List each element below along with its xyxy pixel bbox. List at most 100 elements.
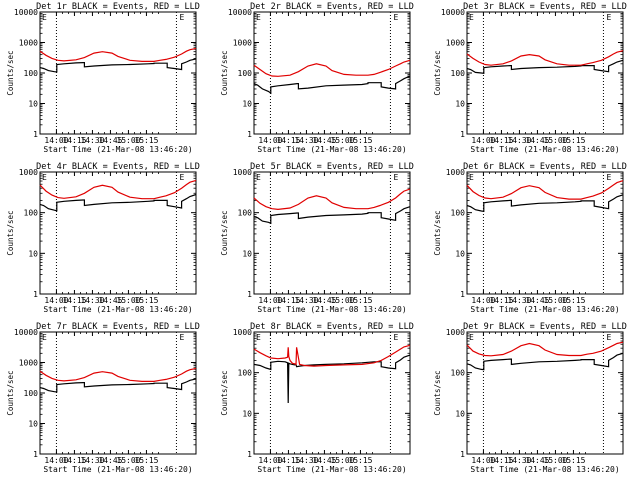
x-tick-label: 15:15 — [134, 136, 158, 145]
y-tick-label: 10 — [455, 100, 465, 109]
y-axis-label: Counts/sec — [6, 50, 15, 95]
events-series-line — [253, 206, 411, 225]
y-tick-label: 100 — [238, 69, 253, 78]
chart-panel-2: Det 2r BLACK = Events, RED = LLD 1 10 100 10… — [220, 2, 414, 154]
y-tick-label: 10 — [455, 409, 465, 418]
event-marker-label: E — [42, 13, 47, 22]
x-tick-label: 15:00 — [543, 296, 567, 305]
x-tick-label: 14:00 — [258, 296, 282, 305]
plot-frame — [253, 331, 411, 455]
chart-title: Det 1r BLACK = Events, RED = LLD — [36, 2, 200, 12]
x-tick-label: 15:15 — [561, 296, 585, 305]
event-marker-label: E — [256, 173, 261, 182]
y-tick-label: 10000 — [228, 8, 252, 17]
lld-series-line — [39, 47, 197, 63]
event-marker-label: E — [256, 13, 261, 22]
x-tick-label: 14:00 — [471, 136, 495, 145]
x-tick-label: 15:15 — [348, 136, 372, 145]
x-tick-label: 15:15 — [561, 136, 585, 145]
plot-frame — [466, 171, 624, 295]
x-tick-label: 14:30 — [507, 456, 531, 465]
x-axis-label: Start Time (21-Mar-08 13:46:20) — [470, 465, 619, 474]
plot-frame — [466, 331, 624, 455]
x-tick-label: 14:15 — [276, 136, 300, 145]
x-axis-label: Start Time (21-Mar-08 13:46:20) — [43, 305, 192, 314]
y-axis-label: Counts/sec — [220, 370, 229, 415]
x-axis-label: Start Time (21-Mar-08 13:46:20) — [257, 145, 406, 154]
x-tick-label: 14:00 — [44, 136, 68, 145]
lld-series-line — [39, 367, 197, 382]
x-tick-label: 14:15 — [489, 296, 513, 305]
y-tick-label: 10 — [28, 100, 38, 109]
x-axis-label: Start Time (21-Mar-08 13:46:20) — [470, 305, 619, 314]
event-marker-label: E — [42, 333, 47, 342]
x-tick-label: 14:30 — [294, 136, 318, 145]
y-tick-label: 10 — [28, 420, 38, 429]
event-marker-label: E — [179, 333, 184, 342]
chart-panel-1: Det 1r BLACK = Events, RED = LLD 1 10 100 10… — [6, 2, 200, 154]
x-tick-label: 14:00 — [471, 296, 495, 305]
event-marker-label: E — [469, 333, 474, 342]
x-tick-label: 15:15 — [348, 296, 372, 305]
events-series-line — [466, 59, 624, 74]
x-tick-label: 14:00 — [44, 456, 68, 465]
event-marker-label: E — [393, 173, 398, 182]
y-tick-label: 10 — [242, 249, 252, 258]
x-tick-label: 14:30 — [294, 456, 318, 465]
y-axis-label: Counts/sec — [220, 50, 229, 95]
x-tick-label: 15:00 — [116, 296, 140, 305]
y-axis-label: Counts/sec — [433, 210, 442, 255]
plot-frame — [253, 11, 411, 135]
x-tick-label: 14:45 — [525, 136, 549, 145]
x-tick-label: 14:15 — [276, 296, 300, 305]
x-tick-label: 14:15 — [62, 296, 86, 305]
y-tick-label: 100 — [24, 69, 39, 78]
lld-series-line — [39, 179, 197, 200]
y-tick-label: 1 — [460, 450, 465, 459]
x-tick-label: 15:15 — [134, 456, 158, 465]
y-tick-label: 1000 — [233, 168, 252, 177]
lld-series-line — [253, 59, 411, 77]
y-tick-label: 1000 — [19, 39, 38, 48]
x-tick-label: 14:00 — [44, 296, 68, 305]
y-axis-label: Counts/sec — [433, 50, 442, 95]
x-tick-label: 14:15 — [489, 136, 513, 145]
x-tick-label: 15:00 — [543, 136, 567, 145]
x-axis-label: Start Time (21-Mar-08 13:46:20) — [470, 145, 619, 154]
x-tick-label: 15:00 — [330, 136, 354, 145]
y-tick-label: 100 — [238, 209, 253, 218]
events-series-line — [39, 378, 197, 393]
x-tick-label: 15:00 — [543, 456, 567, 465]
y-tick-label: 10 — [242, 100, 252, 109]
chart-panel-8: Det 8r BLACK = Events, RED = LLD 1 10 100 10… — [220, 322, 414, 474]
y-tick-label: 10 — [242, 409, 252, 418]
x-axis-label: Start Time (21-Mar-08 13:46:20) — [257, 305, 406, 314]
plot-frame — [39, 11, 197, 135]
x-tick-label: 15:15 — [561, 456, 585, 465]
plot-frame — [39, 171, 197, 295]
lld-series-line — [253, 344, 411, 367]
y-axis-label: Counts/sec — [220, 210, 229, 255]
plot-frame — [253, 171, 411, 295]
y-axis-label: Counts/sec — [6, 210, 15, 255]
y-tick-label: 1 — [460, 290, 465, 299]
y-axis-label: Counts/sec — [433, 370, 442, 415]
y-tick-label: 10000 — [14, 8, 38, 17]
event-marker-label: E — [42, 173, 47, 182]
y-tick-label: 10000 — [441, 8, 465, 17]
chart-panel-9: Det 9r BLACK = Events, RED = LLD 1 10 100 10… — [433, 322, 627, 474]
chart-title: Det 2r BLACK = Events, RED = LLD — [250, 2, 414, 12]
plot-frame — [466, 11, 624, 135]
events-series-line — [39, 193, 197, 212]
x-tick-label: 15:00 — [330, 296, 354, 305]
y-axis-label: Counts/sec — [6, 370, 15, 415]
x-tick-label: 14:45 — [525, 296, 549, 305]
chart-title: Det 8r BLACK = Events, RED = LLD — [250, 322, 414, 332]
y-tick-label: 1 — [33, 290, 38, 299]
event-marker-label: E — [469, 173, 474, 182]
y-tick-label: 1000 — [233, 328, 252, 337]
x-tick-label: 14:30 — [294, 296, 318, 305]
x-tick-label: 14:15 — [62, 456, 86, 465]
y-tick-label: 100 — [24, 389, 39, 398]
event-marker-label: E — [393, 13, 398, 22]
